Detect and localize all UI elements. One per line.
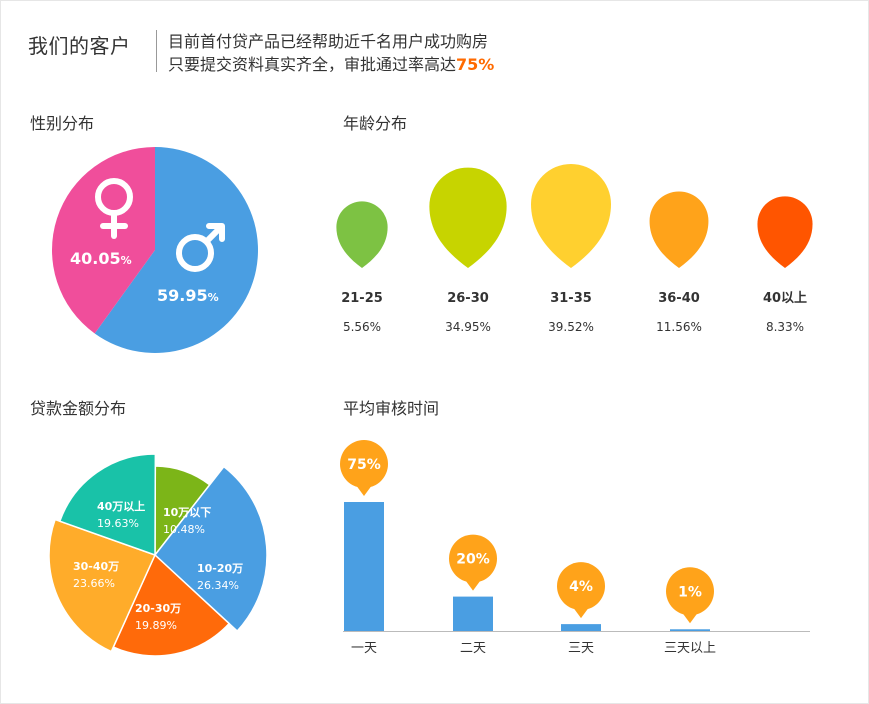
age-group-label: 31-35 <box>550 291 592 306</box>
review-percent-label: 4% <box>569 579 593 595</box>
review-callout-bubble <box>340 440 388 488</box>
loan-slice-2 <box>153 465 268 633</box>
review-callout-bubble <box>449 534 497 583</box>
page-title: 我们的客户 <box>28 34 131 58</box>
review-bar-2 <box>453 596 493 631</box>
male-symbol-arrow <box>206 223 225 242</box>
age-percent-label: 5.56% <box>343 320 381 334</box>
approval-rate-highlight: 75% <box>456 55 495 74</box>
review-day-label: 一天 <box>351 641 377 656</box>
intro-line-2-text: 只要提交资料真实齐全，审批通过率高达 <box>168 55 457 74</box>
review-percent-label: 20% <box>456 552 490 568</box>
review-bar-1 <box>344 502 384 631</box>
age-section-title: 年龄分布 <box>343 114 408 133</box>
review-callout-pointer <box>466 581 480 591</box>
male-percent-label: 59.95% <box>157 286 219 305</box>
review-callout-pointer <box>357 486 371 496</box>
age-pin-2 <box>429 167 507 268</box>
female-percent-label: 40.05% <box>70 249 132 268</box>
female-symbol-icon <box>95 178 133 239</box>
age-group-label: 40以上 <box>763 291 807 306</box>
review-bar-3 <box>561 624 601 631</box>
review-callout-bubble <box>557 562 605 611</box>
age-pin-3 <box>531 164 611 268</box>
loan-percent-label: 23.66% <box>73 577 115 590</box>
loan-percent-label: 26.34% <box>197 579 239 592</box>
review-section-title: 平均审核时间 <box>343 399 440 418</box>
loan-range-label: 40万以上 <box>97 499 145 513</box>
loan-percent-label: 19.89% <box>135 619 177 632</box>
age-pin-1 <box>336 201 388 268</box>
loan-slice-3 <box>112 553 231 657</box>
review-percent-label: 75% <box>347 457 381 473</box>
age-percent-label: 34.95% <box>445 320 491 334</box>
review-callout-pointer <box>683 613 697 624</box>
age-group-label: 36-40 <box>658 291 700 306</box>
intro-line-1: 目前首付贷产品已经帮助近千名用户成功购房 <box>168 32 489 51</box>
male-symbol-shaft <box>204 224 224 244</box>
age-group-label: 26-30 <box>447 291 489 306</box>
loan-range-label: 30-40万 <box>73 560 119 573</box>
age-group-label: 21-25 <box>341 291 383 306</box>
review-day-label: 三天 <box>568 641 594 656</box>
male-symbol-icon <box>176 223 225 272</box>
review-day-label: 二天 <box>460 641 486 656</box>
intro-line-2: 只要提交资料真实齐全，审批通过率高达75% <box>168 51 494 75</box>
female-percent-unit: % <box>121 254 132 267</box>
loan-percent-label: 19.63% <box>97 517 139 530</box>
loan-section-title: 贷款金额分布 <box>30 399 127 418</box>
age-percent-label: 11.56% <box>656 320 702 334</box>
loan-slice-5 <box>58 453 157 557</box>
age-pin-4 <box>649 191 709 268</box>
review-percent-label: 1% <box>678 584 702 600</box>
male-percent-unit: % <box>208 291 219 304</box>
loan-range-label: 20-30万 <box>135 602 181 615</box>
loan-range-label: 10万以下 <box>163 506 211 519</box>
loan-range-label: 10-20万 <box>197 562 243 575</box>
loan-percent-label: 10.48% <box>163 523 205 536</box>
review-day-label: 三天以上 <box>664 641 716 656</box>
gender-section-title: 性别分布 <box>30 114 95 133</box>
review-callout-pointer <box>574 608 588 619</box>
age-pin-5 <box>757 196 813 268</box>
male-symbol-ring <box>176 234 214 272</box>
review-callout-bubble <box>666 567 714 616</box>
loan-slice-4 <box>48 518 157 653</box>
title-divider <box>156 30 157 72</box>
review-bar-4 <box>670 629 710 631</box>
age-percent-label: 39.52% <box>548 320 594 334</box>
age-percent-label: 8.33% <box>766 320 804 334</box>
